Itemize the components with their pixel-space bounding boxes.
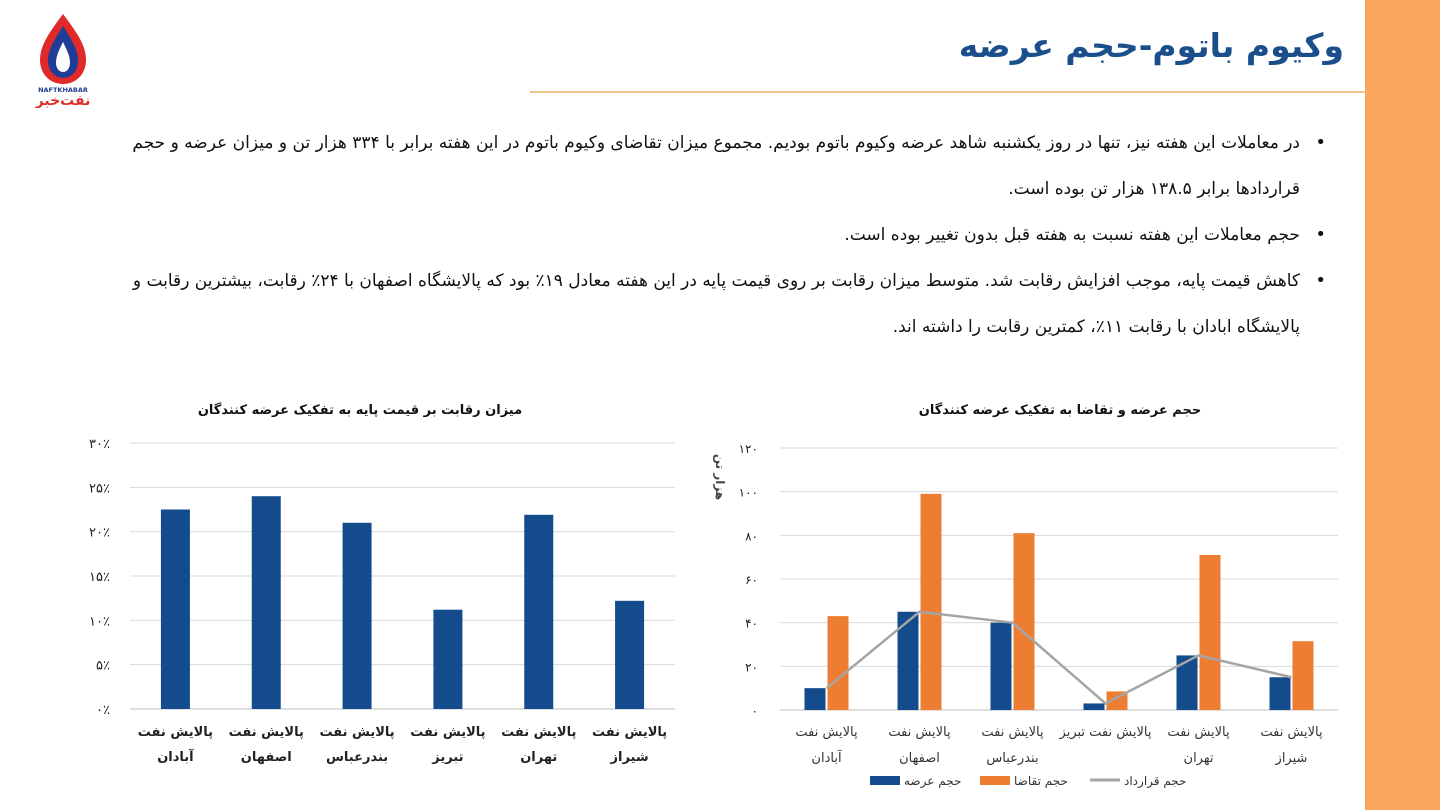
bullet-item: حجم معاملات این هفته نسبت به هفته قبل بد… [110,212,1326,258]
legend-label: حجم تقاضا [1014,774,1068,788]
y-tick-label: ۰ [752,704,758,718]
x-tick-label: شیراز [1275,751,1308,766]
bar [160,509,190,709]
supply-demand-combo-chart: ۰ ۲۰ ۴۰ ۶۰ ۸۰ ۱۰۰ ۱۲۰ هزار تن پالایش نفت آبادان پا… [713,442,1338,789]
bar-supply [990,622,1012,710]
bar [433,609,463,709]
bar-demand [1199,554,1221,710]
x-tick-label: پالایش نفت [319,725,394,740]
y-tick-label: ۱۰٪ [89,614,110,629]
x-tick-label: پالایش نفت [501,725,576,740]
x-tick-label: پالایش نفت [229,725,304,740]
naftkhabar-logo: NAFTKHABAR نفت‌خبر [35,14,91,108]
y-tick-label: ۱۲۰ [739,442,758,456]
y-tick-label: ۸۰ [745,529,758,543]
y-tick-label: ۲۰٪ [89,526,110,541]
x-tick-label: پالایش نفت [795,725,858,740]
legend-swatch [980,776,1010,785]
bar [342,522,372,709]
x-tick-label: پالایش نفت [592,725,667,740]
y-tick-label: ۱۵٪ [89,570,110,585]
bar-supply [1176,655,1198,710]
x-tick-label: شیراز [610,750,649,765]
side-accent-band [1365,0,1440,810]
x-tick-label: پالایش نفت [981,725,1044,740]
bar-demand [920,493,942,710]
bar [251,496,281,709]
y-tick-label: ۳۰٪ [89,437,110,452]
bar-supply [1083,703,1105,710]
x-tick-label: بندرعباس [986,751,1038,766]
y-tick-label: ۲۵٪ [89,481,110,496]
x-tick-label: پالایش نفت تبریز [1059,725,1152,740]
x-tick-label: اصفهان [241,750,292,765]
bullet-item: در معاملات این هفته نیز، تنها در روز یکش… [110,120,1326,212]
bar [615,600,645,709]
bar-supply [804,688,826,710]
x-tick-label: تهران [520,750,557,765]
y-tick-label: ۲۰ [745,660,758,674]
x-tick-label: اصفهان [899,751,940,766]
bar [524,514,554,709]
y-tick-label: ۰٪ [96,703,110,718]
x-tick-label: تبریز [431,750,463,765]
x-tick-label: پالایش نفت [410,725,485,740]
legend-label: حجم عرضه [904,774,961,789]
x-tick-label: پالایش نفت [888,725,951,740]
series-line-contracts [825,610,1292,705]
x-tick-label: پالایش نفت [138,725,213,740]
bullet-item: کاهش قیمت پایه، موجب افزایش رقابت شد. مت… [110,258,1326,350]
bar-demand [1013,533,1035,710]
x-tick-label: پالایش نفت [1167,725,1230,740]
slide-title: وکیوم باتوم-حجم عرضه [958,26,1344,65]
logo-latin-text: NAFTKHABAR [38,86,88,94]
x-tick-label: آبادان [157,748,194,765]
bar-supply [1269,677,1291,710]
bar-demand [1292,641,1314,710]
title-underline [530,91,1365,93]
bar-supply [897,611,919,710]
y-tick-label: ۱۰۰ [739,486,758,500]
competition-bar-chart: ۰٪ ۵٪ ۱۰٪ ۱۵٪ ۲۰٪ ۲۵٪ ۳۰٪ پالایش نفت آبادان پالای… [89,437,675,765]
x-tick-label: پالایش نفت [1260,725,1323,740]
x-tick-label: بندرعباس [326,750,388,765]
bullet-list: در معاملات این هفته نیز، تنها در روز یکش… [110,120,1326,350]
legend-label: حجم قرارداد [1124,774,1186,789]
y-tick-label: ۵٪ [96,659,110,674]
logo-persian-text: نفت‌خبر [35,93,91,108]
competition-chart-title: میزان رقابت بر قیمت پایه به تفکیک عرضه ک… [197,403,523,418]
y-tick-label: ۴۰ [745,617,758,631]
y-tick-label: ۶۰ [745,573,758,587]
y-axis-title: هزار تن [713,454,727,500]
x-tick-label: آبادان [811,749,843,766]
x-tick-label: تهران [1184,751,1214,766]
supply-demand-chart-title: حجم عرضه و تقاضا به تفکیک عرضه کنندگان [918,403,1202,418]
bar-demand [827,616,849,710]
legend-swatch [870,776,900,785]
